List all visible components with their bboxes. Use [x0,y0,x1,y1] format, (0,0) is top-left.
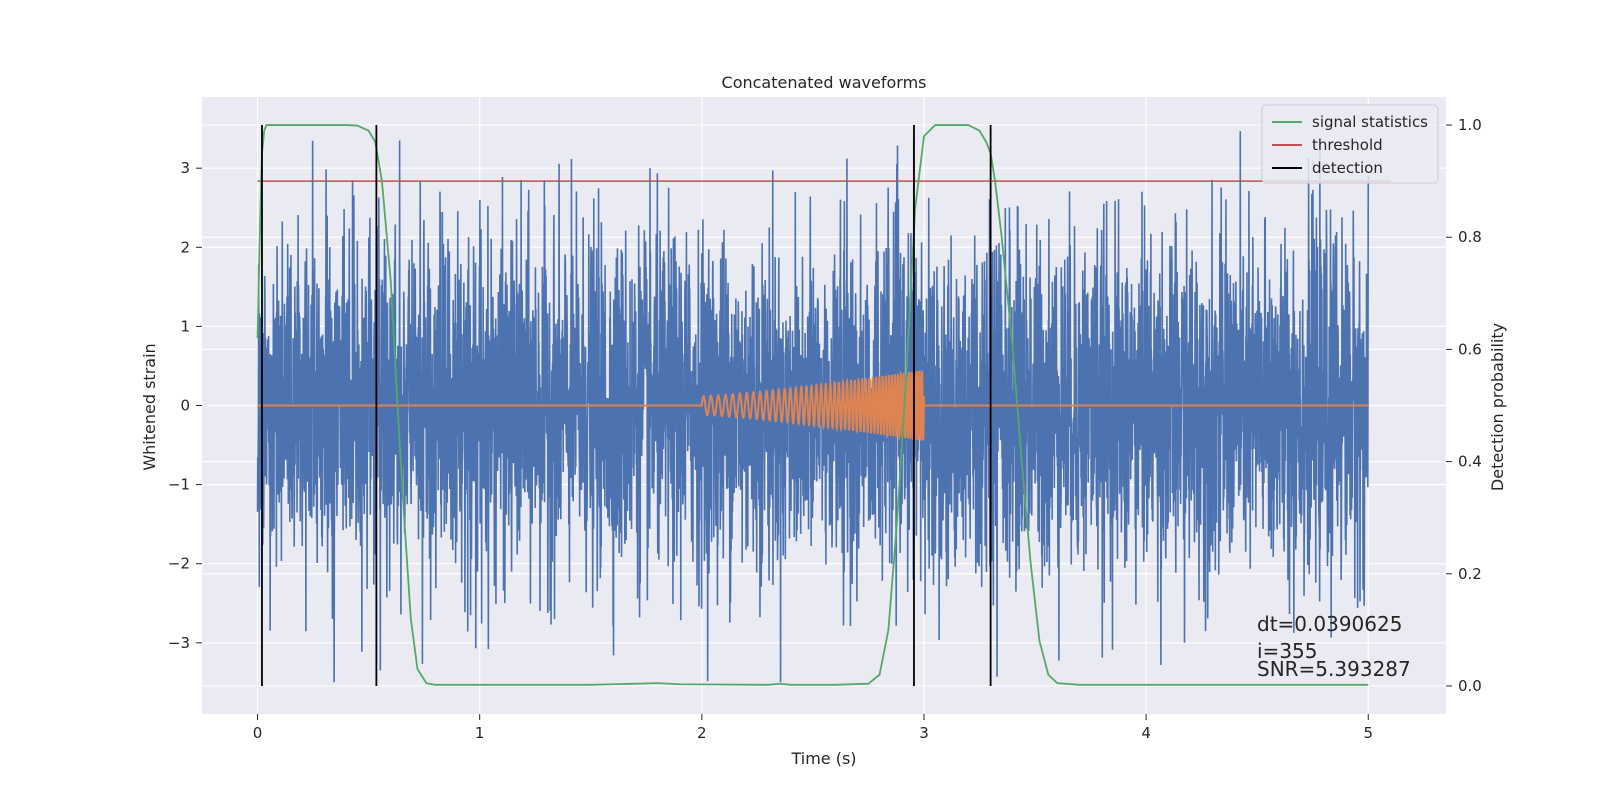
x-tick-label: 0 [253,724,263,742]
annotation-text: i=355 [1257,639,1318,663]
series-layer [256,124,1391,686]
x-tick-label: 5 [1363,724,1373,742]
axes: 0 1 2 3 4 5 −3 −2 −1 0 1 2 3 0.0 0.2 0.4 0.6 0.8 1.0 [168,116,1482,742]
x-tick-label: 3 [919,724,929,742]
legend-detection-label: detection [1312,159,1383,177]
y-tick-label: −3 [168,634,190,652]
y2-tick-label: 0.2 [1458,565,1482,583]
legend-threshold-label: threshold [1312,136,1383,154]
signal-statistics-line [256,124,1369,686]
noise-series-line [256,131,1370,683]
y-tick-label: 2 [180,238,190,256]
y-tick-label: −2 [168,555,190,573]
x-tick-label: 2 [697,724,707,742]
x-tick-label: 4 [1141,724,1151,742]
y2-tick-label: 0.0 [1458,677,1482,695]
legend: signal statistics threshold detection [1261,104,1439,184]
y-tick-label: 0 [180,397,190,415]
y-tick-label: 3 [180,159,190,177]
y-tick-label: 1 [180,317,190,335]
x-tick-label: 1 [475,724,485,742]
injection-series-line [257,369,1369,441]
annotation-text: dt=0.0390625 [1257,612,1402,636]
y-axis-label: Whitened strain [140,343,159,470]
annotation-text: SNR=5.393287 [1257,657,1411,681]
y2-tick-label: 1.0 [1458,116,1482,134]
y-tick-label: −1 [168,476,190,494]
y2-tick-label: 0.4 [1458,453,1482,471]
y2-tick-label: 0.8 [1458,228,1482,246]
y2-tick-label: 0.6 [1458,340,1482,358]
x-axis-label: Time (s) [790,749,856,768]
y2-axis-label: Detection probability [1488,323,1507,491]
legend-box [1261,104,1439,184]
chart-title: Concatenated waveforms [722,73,927,92]
legend-signal-statistics-label: signal statistics [1312,113,1428,131]
